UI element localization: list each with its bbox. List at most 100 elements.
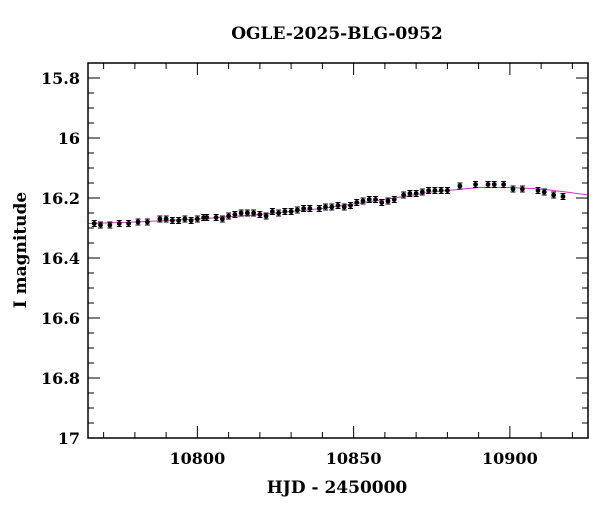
data-point	[107, 221, 113, 229]
data-point	[91, 220, 97, 227]
data-point	[457, 182, 463, 190]
data-point-marker	[329, 204, 335, 210]
plot-frame	[87, 62, 589, 439]
data-point-marker	[473, 182, 478, 187]
data-point	[551, 191, 557, 199]
data-point	[348, 202, 353, 209]
data-point-marker	[204, 215, 210, 220]
data-point	[194, 215, 200, 223]
data-point	[519, 185, 525, 193]
data-point-marker	[519, 186, 525, 192]
data-point-marker	[91, 221, 97, 226]
data-point	[444, 187, 450, 194]
y-axis-label: I magnitude	[11, 192, 31, 309]
data-point-marker	[379, 200, 385, 205]
data-point-marker	[551, 192, 557, 198]
data-point-marker	[232, 212, 238, 217]
data-point	[391, 196, 397, 203]
y-tick-label: 16.2	[41, 189, 80, 208]
y-tick-label: 17	[58, 429, 80, 448]
data-point-marker	[263, 213, 269, 219]
data-point	[176, 217, 182, 224]
data-point	[323, 203, 328, 211]
data-point-marker	[419, 189, 425, 195]
data-point-marker	[107, 222, 113, 228]
data-point	[257, 211, 263, 218]
data-point-marker	[163, 216, 169, 222]
data-point	[354, 199, 360, 206]
data-point-marker	[501, 182, 507, 187]
data-point-marker	[135, 219, 141, 225]
data-point	[510, 185, 516, 193]
data-point-marker	[432, 188, 438, 193]
data-point-marker	[116, 221, 122, 226]
data-point-marker	[541, 189, 547, 195]
data-point-marker	[407, 191, 413, 196]
data-point-marker	[348, 203, 353, 208]
data-point-marker	[413, 191, 419, 196]
data-point-marker	[157, 216, 163, 222]
data-point	[135, 218, 141, 226]
data-point-marker	[269, 209, 275, 214]
data-point-marker	[335, 203, 341, 208]
data-point	[373, 196, 378, 203]
data-point	[491, 181, 497, 188]
y-tick-label: 16.4	[41, 249, 80, 268]
data-point-marker	[457, 183, 463, 189]
data-point	[116, 220, 122, 227]
data-point-marker	[226, 213, 232, 219]
data-point	[473, 181, 478, 188]
chart-title: OGLE-2025-BLG-0952	[231, 24, 443, 44]
data-point	[144, 218, 150, 226]
data-point	[232, 211, 238, 218]
y-tick-label: 16	[58, 129, 80, 148]
data-point	[213, 214, 219, 221]
data-point	[432, 187, 438, 194]
data-point-marker	[535, 188, 541, 193]
data-point-marker	[366, 197, 372, 202]
data-point-marker	[360, 198, 366, 204]
data-point-marker	[294, 207, 300, 213]
x-tick-label: 10900	[482, 449, 538, 468]
data-point	[485, 181, 491, 188]
data-point-marker	[560, 194, 566, 199]
data-point-marker	[491, 182, 497, 187]
data-point	[251, 209, 257, 217]
plot-area	[88, 181, 588, 229]
data-point	[238, 209, 244, 217]
y-tick-label: 16.8	[41, 369, 80, 388]
data-point-marker	[316, 206, 322, 211]
data-point-marker	[219, 216, 225, 222]
data-point	[307, 205, 313, 212]
data-point	[276, 209, 282, 217]
data-point	[163, 215, 169, 223]
data-point-marker	[238, 210, 244, 216]
data-point	[401, 191, 407, 199]
data-point-marker	[176, 218, 182, 223]
data-point	[335, 202, 341, 209]
data-point	[288, 208, 294, 215]
data-point	[413, 190, 419, 197]
data-point	[182, 215, 188, 223]
x-tick-label: 10800	[170, 449, 226, 468]
data-point	[560, 193, 566, 200]
data-point	[341, 203, 347, 211]
data-point-marker	[98, 222, 103, 228]
x-tick-label: 10850	[326, 449, 382, 468]
data-point	[204, 214, 210, 221]
data-point	[407, 190, 413, 197]
data-point	[263, 212, 269, 220]
data-point	[501, 181, 507, 188]
data-point	[294, 206, 300, 214]
data-point	[169, 217, 175, 224]
data-point-marker	[169, 218, 175, 223]
data-point	[188, 217, 194, 224]
data-point	[244, 209, 250, 217]
data-point-marker	[244, 210, 250, 216]
data-point	[282, 208, 288, 215]
data-point-marker	[485, 182, 491, 187]
data-point-marker	[373, 197, 378, 202]
y-tick-label: 16.6	[41, 309, 80, 328]
data-point-marker	[213, 215, 219, 220]
